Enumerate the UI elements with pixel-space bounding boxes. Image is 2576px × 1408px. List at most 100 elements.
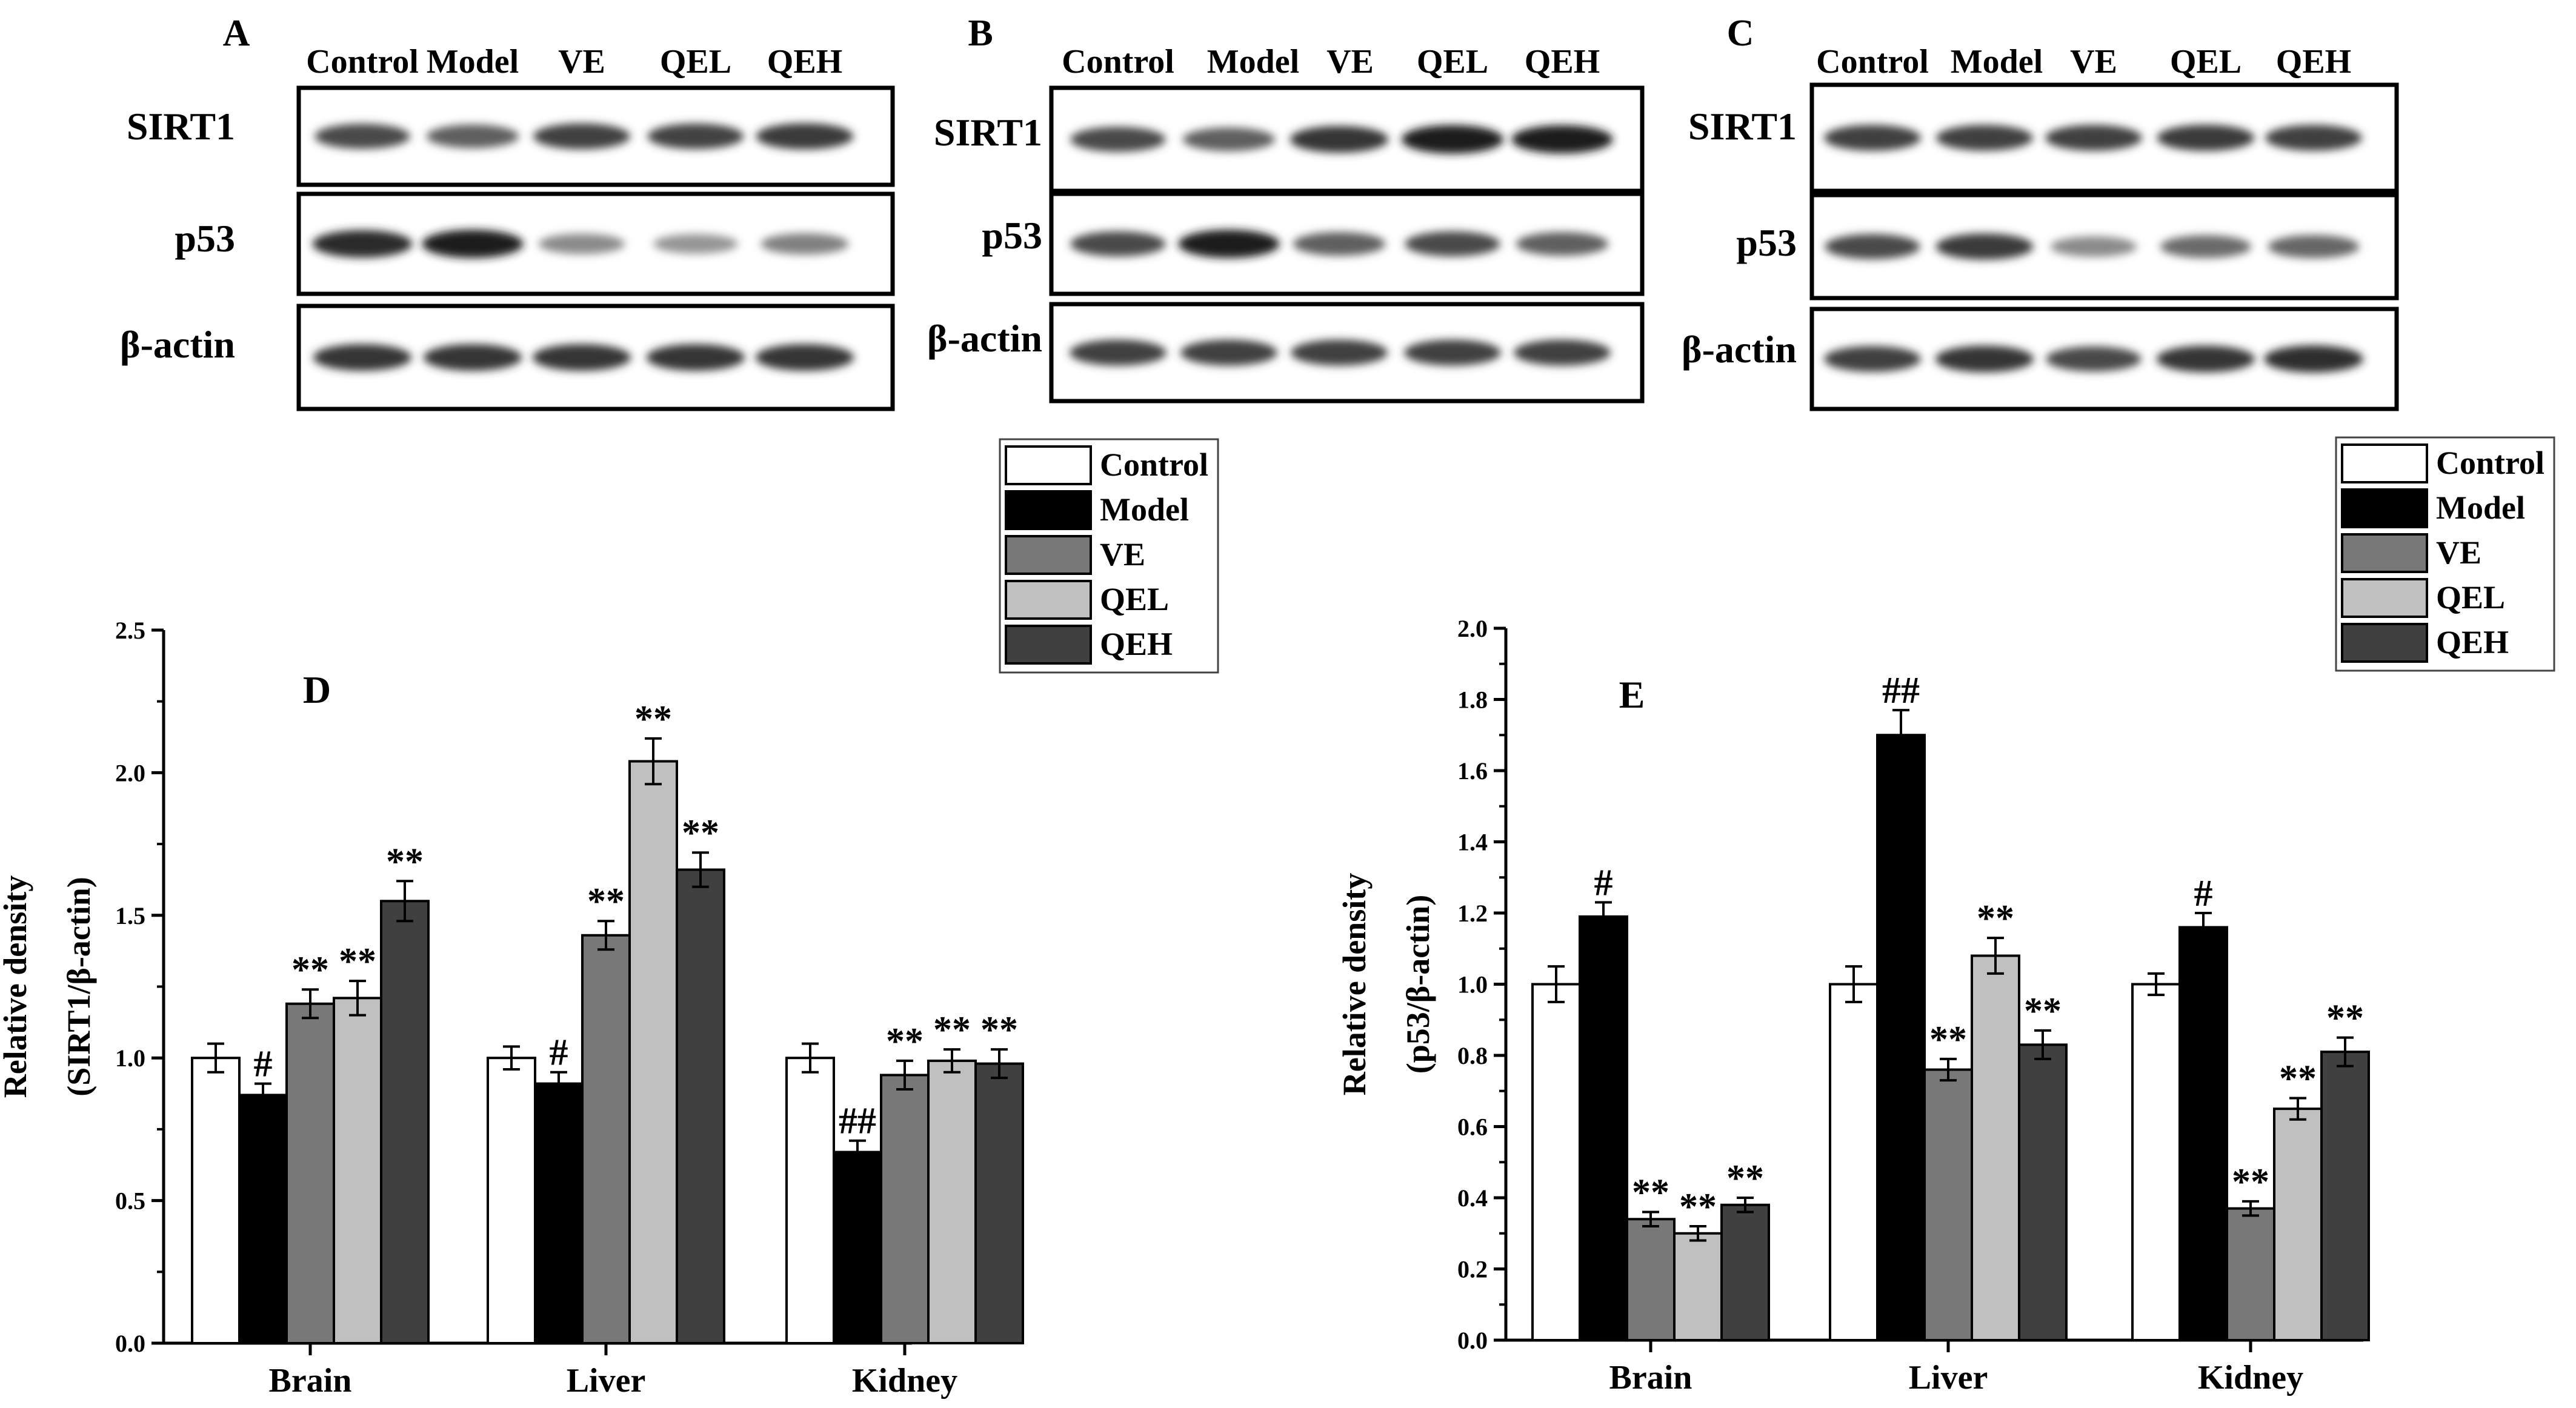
bar-control-liver [487, 1057, 536, 1344]
x-tick-label: Kidney [852, 1362, 957, 1400]
bar-ve-liver [581, 934, 631, 1344]
y-tick-label: 1.6 [1457, 757, 1488, 785]
row-label: SIRT1 [127, 105, 235, 148]
legend-label: Control [1100, 447, 1208, 483]
protein-band [2268, 234, 2360, 259]
y-axis-label: (SIRT1/β-actin) [61, 877, 97, 1097]
bar-qeh-kidney [974, 1062, 1024, 1344]
row-label: p53 [175, 217, 235, 260]
legend-label: Model [1100, 491, 1189, 528]
legend: Control Model VE QEL QEH [999, 438, 1219, 674]
significance-mark: ## [1882, 670, 1920, 711]
bar-control-brain [1531, 983, 1581, 1341]
significance-mark: ** [386, 841, 424, 882]
protein-band [653, 234, 738, 254]
y-tick-label: 0.5 [115, 1187, 145, 1215]
protein-band [538, 233, 625, 254]
protein-band [1070, 127, 1166, 152]
row-label: SIRT1 [934, 111, 1042, 154]
lane-label: VE [1326, 43, 1374, 81]
protein-band [1070, 339, 1167, 366]
legend-swatch-qel [1005, 580, 1092, 620]
lane-label: QEL [2170, 43, 2242, 81]
bar-control-kidney [785, 1057, 835, 1344]
protein-band [647, 123, 744, 150]
panel-label: D [303, 668, 331, 711]
significance-mark: ** [1726, 1158, 1764, 1199]
protein-band [1516, 232, 1609, 256]
lane-label: VE [2070, 43, 2117, 81]
panel-label: A [223, 13, 250, 54]
bar-control-kidney [2131, 983, 2181, 1341]
significance-mark: ** [634, 699, 672, 740]
legend-label: VE [2436, 534, 2481, 571]
protein-band [426, 124, 519, 148]
legend-swatch-qeh [1005, 625, 1092, 665]
lane-label: QEH [2276, 43, 2351, 81]
bar-qeh-brain [1720, 1203, 1770, 1341]
y-axis-label: Relative density [0, 875, 33, 1098]
protein-band [2157, 124, 2255, 151]
protein-band [312, 230, 413, 258]
significance-mark: # [550, 1032, 568, 1074]
legend-label: Model [2436, 490, 2525, 526]
legend: Control Model VE QEL QEH [2335, 436, 2555, 672]
y-tick-label: 0.4 [1457, 1184, 1488, 1212]
legend-label: QEL [2436, 579, 2505, 616]
protein-band [1935, 233, 2034, 260]
significance-mark: ** [2232, 1161, 2269, 1203]
lane-label: QEL [660, 43, 731, 81]
significance-mark: ** [1977, 898, 2014, 939]
protein-band [1936, 125, 2033, 151]
bar-ve-brain [1626, 1218, 1676, 1341]
protein-band [423, 344, 522, 371]
legend-swatch-qeh [2341, 623, 2428, 663]
protein-band [1178, 230, 1280, 258]
y-axis-label: Relative density [1336, 873, 1373, 1095]
significance-mark: # [254, 1044, 273, 1085]
y-tick-label: 0.8 [1457, 1042, 1488, 1069]
panel-label: E [1619, 673, 1645, 716]
bar-qel-kidney [927, 1059, 977, 1344]
y-tick-label: 1.8 [1457, 686, 1488, 714]
chart-D: 0.0 0.5 1.0 1.5 2.0 2.5 Relative density (SIRT1… [0, 438, 1219, 1400]
significance-mark: ** [1929, 1019, 1967, 1060]
lane-label: Control [1062, 43, 1174, 81]
significance-mark: # [2194, 873, 2213, 914]
bar-qeh-liver [676, 868, 725, 1345]
bar-model-liver [534, 1082, 584, 1345]
y-tick-label: 1.2 [1457, 900, 1488, 927]
significance-mark: ** [886, 1021, 924, 1062]
significance-mark: ** [339, 941, 376, 982]
x-tick-label: Brain [1609, 1359, 1692, 1396]
row-label: p53 [982, 214, 1042, 257]
bar-qel-brain [1673, 1232, 1723, 1341]
bar-ve-kidney [2226, 1207, 2275, 1341]
protein-band [1293, 232, 1386, 256]
protein-band [760, 233, 849, 254]
legend-swatch-qel [2341, 578, 2428, 618]
legend-label: Control [2436, 445, 2544, 481]
bar-ve-kidney [880, 1074, 930, 1344]
bar-qeh-kidney [2320, 1051, 2370, 1341]
row-label: SIRT1 [1688, 105, 1797, 148]
protein-band [646, 344, 745, 371]
lane-label: VE [558, 43, 605, 81]
protein-band [1291, 339, 1388, 366]
protein-band [422, 230, 524, 258]
significance-mark: ** [2279, 1058, 2317, 1100]
bar-model-kidney [833, 1151, 882, 1344]
blot-panel-C: C Control Model VE QEL QEH SIRT1 p53 β-actin [1682, 13, 2399, 411]
y-tick-label: 2.0 [1457, 615, 1488, 642]
protein-band [315, 124, 410, 149]
protein-band [756, 123, 854, 150]
protein-band [1824, 125, 1921, 151]
protein-band [2046, 346, 2142, 372]
protein-band [2156, 345, 2255, 373]
bar-control-brain [191, 1057, 241, 1344]
y-tick-label: 2.5 [115, 617, 145, 644]
protein-band [1401, 125, 1504, 154]
y-tick-label: 0.0 [1457, 1327, 1488, 1354]
legend-label: QEH [1100, 626, 1173, 662]
